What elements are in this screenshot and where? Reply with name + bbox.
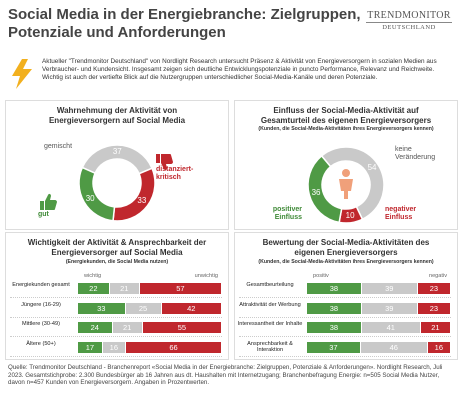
- bar-segment: 41: [361, 322, 420, 333]
- logo-bottom: DEUTSCHLAND: [382, 24, 436, 31]
- segment-label: keine Veränderung: [395, 146, 436, 161]
- bar-segment: 57: [139, 283, 221, 294]
- bar-segment: 16: [427, 341, 450, 353]
- panel-subtitle: (Kunden, die Social-Media-Aktivitäten ih…: [258, 259, 434, 265]
- panel: Einfluss der Social-Media-Aktivität auf …: [234, 100, 458, 230]
- row-rule: [10, 316, 222, 318]
- panel-title: Wahrnehmung der Aktivität von Energiever…: [48, 106, 186, 125]
- bar-segment: 22: [78, 283, 109, 294]
- donut-segment: [307, 154, 343, 224]
- segment-label: negativer Einfluss: [385, 206, 417, 221]
- title: Social Media in der Energiebranche: Ziel…: [8, 6, 361, 41]
- row-rule: [10, 297, 222, 298]
- donut: [307, 146, 385, 224]
- series-header: negativ: [428, 273, 447, 279]
- logo-top: TRENDMONITOR: [367, 10, 451, 21]
- bar-segment: 39: [361, 283, 417, 294]
- bar-segment: 25: [125, 302, 161, 314]
- row-rule: [239, 316, 451, 318]
- bar-segment: 16: [102, 341, 125, 353]
- bar-segment: 38: [307, 283, 361, 294]
- bar-segment: 33: [78, 302, 125, 314]
- bar-segment: 38: [307, 322, 361, 333]
- bar-segment: 55: [142, 322, 221, 333]
- value-label: 30: [85, 193, 95, 203]
- category-label: Energiekunden gesamt: [12, 282, 70, 288]
- value-label: 37: [112, 147, 122, 156]
- category-label: Interessantheit der Inhalte: [237, 321, 303, 327]
- panel-title: Wichtigkeit der Aktivität & Ansprechbark…: [27, 238, 207, 257]
- panel-title: Einfluss der Social-Media-Aktivität auf …: [260, 106, 432, 125]
- value-label: 33: [137, 196, 147, 206]
- row-rule: [10, 355, 222, 357]
- category-label: Jüngere (16-29): [21, 301, 61, 308]
- value-label: 54: [367, 163, 377, 173]
- panel: Wichtigkeit der Aktivität & Ansprechbark…: [5, 232, 229, 360]
- donut: [78, 144, 156, 222]
- category-label: Ansprechbarkeit & Interaktion: [247, 340, 293, 354]
- bar-segment: 46: [360, 341, 427, 353]
- series-header: wichtig: [84, 273, 102, 279]
- bar-segment: 17: [78, 341, 102, 353]
- bar-segment: 39: [361, 302, 417, 314]
- row-rule: [239, 355, 451, 357]
- bar-segment: 66: [126, 341, 221, 353]
- bar-segment: 23: [417, 283, 450, 294]
- panel-subtitle: (Energiekunden, die Social Media nutzen): [65, 259, 169, 265]
- bar-segment: 21: [109, 283, 139, 294]
- panel: Bewertung der Social-Media-Aktivitäten d…: [234, 232, 458, 360]
- intro-text: Aktueller "Trendmonitor Deutschland" von…: [42, 58, 437, 81]
- donut-segment: [320, 146, 385, 221]
- bar-segment: 21: [112, 322, 142, 333]
- panel-title: Bewertung der Social-Media-Aktivitäten d…: [262, 238, 430, 257]
- series-header: unwichtig: [194, 273, 218, 279]
- panel-subtitle: (Kunden, die Social-Media-Aktivitäten ih…: [258, 126, 434, 132]
- bar-segment: 24: [78, 322, 112, 333]
- segment-label: positiver Einfluss: [272, 206, 302, 221]
- series-header: positiv: [313, 273, 329, 279]
- segment-label: gemischt: [44, 143, 73, 150]
- segment-label: distanziert-kritisch: [156, 166, 194, 181]
- value-label: 36: [311, 187, 321, 197]
- category-label: Mittlere (30-49): [22, 321, 60, 327]
- panel: Wahrnehmung der Aktivität von Energiever…: [5, 100, 229, 230]
- category-label: Attraktivität der Werbung: [239, 301, 301, 308]
- source-note: Quelle: Trendmonitor Deutschland - Branc…: [8, 364, 443, 387]
- donut-segment: [78, 166, 116, 222]
- segment-label: gut: [38, 211, 49, 218]
- bar-segment: 42: [161, 302, 221, 314]
- bar-segment: 23: [417, 302, 450, 314]
- value-label: 10: [345, 210, 355, 220]
- row-rule: [10, 336, 222, 337]
- donut-segment: [112, 167, 156, 222]
- row-rule: [239, 336, 451, 337]
- category-label: Ältere (50+): [26, 340, 56, 347]
- bar-segment: 38: [307, 302, 361, 314]
- bar-segment: 37: [307, 341, 360, 353]
- bar-segment: 21: [420, 322, 450, 333]
- logo-rule: [366, 22, 452, 23]
- row-rule: [239, 297, 451, 298]
- lightning-icon: [12, 59, 32, 89]
- category-label: Gesamtbeurteilung: [246, 282, 294, 288]
